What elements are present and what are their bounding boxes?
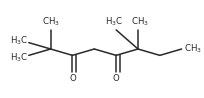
Text: O: O <box>112 74 119 83</box>
Text: CH$_3$: CH$_3$ <box>183 43 201 55</box>
Text: H$_3$C: H$_3$C <box>104 15 123 28</box>
Text: H$_3$C: H$_3$C <box>10 51 28 64</box>
Text: CH$_3$: CH$_3$ <box>130 15 148 28</box>
Text: H$_3$C: H$_3$C <box>10 34 28 47</box>
Text: O: O <box>69 74 75 83</box>
Text: CH$_3$: CH$_3$ <box>41 15 59 28</box>
